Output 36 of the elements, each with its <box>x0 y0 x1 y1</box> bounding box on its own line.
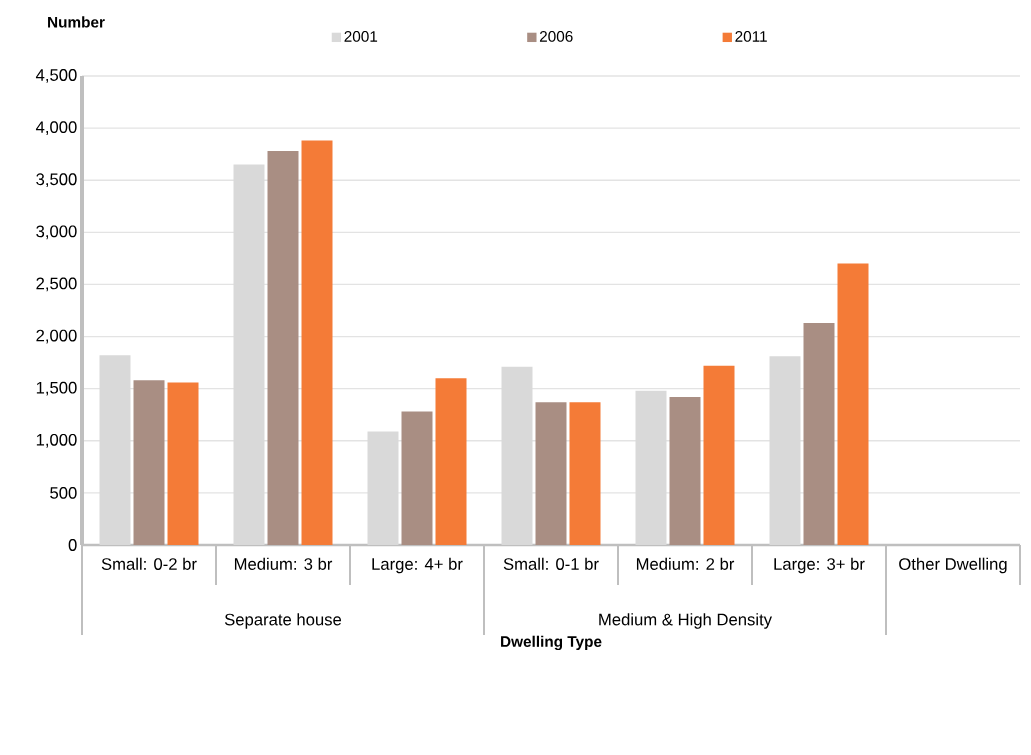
y-tick-label: 1,500 <box>36 381 77 396</box>
y-tick-label: 500 <box>50 486 77 499</box>
bar <box>569 402 601 545</box>
bar <box>133 380 165 545</box>
x-tick-label: Small: 0-2 br <box>101 557 197 570</box>
text: Medium & High Density <box>599 613 772 629</box>
legend-label: 2011 <box>735 31 767 42</box>
bar <box>669 396 701 545</box>
y-axis-title: Number <box>48 16 105 28</box>
y-tick-label: 0 <box>68 539 77 551</box>
y-tick-label: 4,500 <box>35 69 77 83</box>
bar <box>435 378 467 545</box>
y-tick-label: 4,000 <box>35 121 77 135</box>
x-tick-label: Small: 0-1 br <box>503 557 599 570</box>
legend-label: 2006 <box>539 31 573 42</box>
x-tick-label: Large: 4+ br <box>372 557 463 574</box>
y-tick-label: 3,000 <box>36 225 77 240</box>
bar <box>535 402 567 545</box>
bar <box>803 322 835 545</box>
legend-label: 2001 <box>344 31 378 42</box>
x-tick-label: Large: 3+ br <box>774 557 865 574</box>
x-tick-label: Medium: 3 br <box>234 557 333 570</box>
x-tick-label: Other Dwelling <box>899 557 1007 574</box>
bar <box>167 382 199 545</box>
bar <box>401 411 433 545</box>
y-tick-label: 3,500 <box>36 173 77 188</box>
x-axis-title: Dwelling Type <box>501 635 602 651</box>
y-tick-label: 2,000 <box>36 329 77 344</box>
bar <box>837 263 869 545</box>
x-tick-label: Medium: 2 br <box>636 557 735 570</box>
y-tick-label: 2,500 <box>36 277 77 292</box>
bar <box>703 365 735 545</box>
text: Separate house <box>224 613 342 629</box>
bar <box>267 151 299 545</box>
y-tick-label: 1,000 <box>36 433 77 448</box>
bar <box>301 140 333 545</box>
